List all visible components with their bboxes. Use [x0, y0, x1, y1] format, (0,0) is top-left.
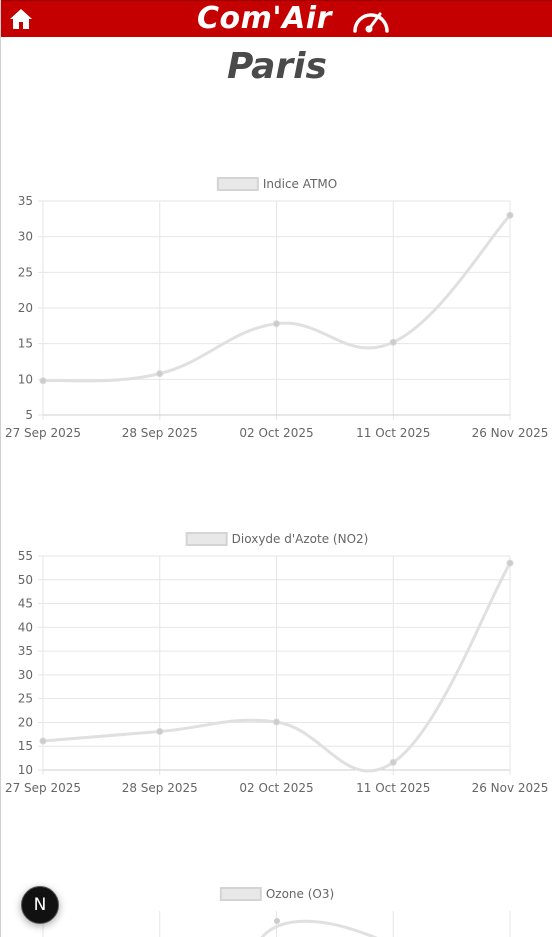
- legend-swatch: [216, 177, 259, 191]
- y-tick-label: 45: [18, 597, 33, 611]
- data-point: [389, 338, 397, 346]
- data-point: [156, 370, 164, 378]
- legend-swatch: [185, 532, 228, 546]
- y-tick-label: 25: [18, 265, 33, 279]
- page-title: Paris: [227, 46, 327, 87]
- series-line: [260, 919, 378, 937]
- y-tick-label: 30: [18, 230, 33, 244]
- series-line: [42, 562, 512, 773]
- x-tick-label: 11 Oct 2025: [356, 781, 430, 795]
- next-dev-badge[interactable]: N: [21, 886, 59, 924]
- x-tick-label: 27 Sep 2025: [5, 426, 81, 440]
- data-point: [389, 758, 397, 766]
- y-tick-label: 35: [18, 194, 33, 208]
- x-tick-label: 02 Oct 2025: [239, 781, 313, 795]
- y-tick-label: 5: [25, 408, 33, 422]
- y-tick-label: 30: [18, 668, 33, 682]
- y-tick-label: 50: [18, 573, 33, 587]
- y-tick-label: 20: [18, 301, 33, 315]
- y-tick-label: 35: [18, 644, 33, 658]
- legend-label: Ozone (O3): [266, 887, 334, 901]
- y-tick-label: 10: [18, 372, 33, 386]
- x-tick-label: 28 Sep 2025: [122, 781, 198, 795]
- y-tick-label: 25: [18, 692, 33, 706]
- no2-chart: Dioxyde d'Azote (NO2) 10 15 20 25 30 35 40 45 50 5…: [5, 532, 549, 795]
- legend: Indice ATMO: [216, 177, 337, 191]
- x-tick-label: 26 Nov 2025: [472, 781, 549, 795]
- o3-chart: Ozone (O3): [42, 887, 511, 937]
- x-tick-label: 02 Oct 2025: [239, 426, 313, 440]
- data-point: [273, 718, 280, 726]
- legend: Dioxyde d'Azote (NO2): [185, 532, 369, 546]
- home-icon[interactable]: [9, 8, 33, 30]
- legend-swatch: [219, 887, 262, 901]
- next-dev-badge-label: N: [33, 895, 47, 915]
- top-bar: Com'Air: [1, 0, 552, 37]
- data-point: [273, 320, 280, 328]
- y-tick-label: 40: [18, 620, 33, 634]
- y-tick-label: 15: [18, 739, 33, 753]
- legend: Ozone (O3): [219, 887, 334, 901]
- x-tick-label: 11 Oct 2025: [356, 426, 430, 440]
- legend-label: Indice ATMO: [263, 177, 337, 191]
- data-point: [506, 211, 514, 219]
- y-tick-label: 10: [18, 763, 33, 777]
- x-tick-label: 26 Nov 2025: [472, 426, 549, 440]
- atmo-chart: Indice ATMO 5 10 15 20 25 30 35 27 Sep 2025 28 Se…: [5, 177, 549, 440]
- series-line: [42, 214, 512, 383]
- y-tick-label: 15: [18, 337, 33, 351]
- legend-label: Dioxyde d'Azote (NO2): [232, 532, 369, 546]
- brand-title: Com'Air: [197, 1, 332, 36]
- data-point: [156, 727, 164, 735]
- x-tick-label: 28 Sep 2025: [122, 426, 198, 440]
- data-point: [39, 737, 47, 745]
- y-tick-label: 20: [18, 715, 33, 729]
- data-point: [506, 559, 514, 567]
- y-tick-label: 55: [18, 549, 33, 563]
- data-point: [39, 377, 47, 385]
- gauge-icon: [351, 5, 391, 35]
- data-point: [274, 918, 280, 924]
- x-tick-label: 27 Sep 2025: [5, 781, 81, 795]
